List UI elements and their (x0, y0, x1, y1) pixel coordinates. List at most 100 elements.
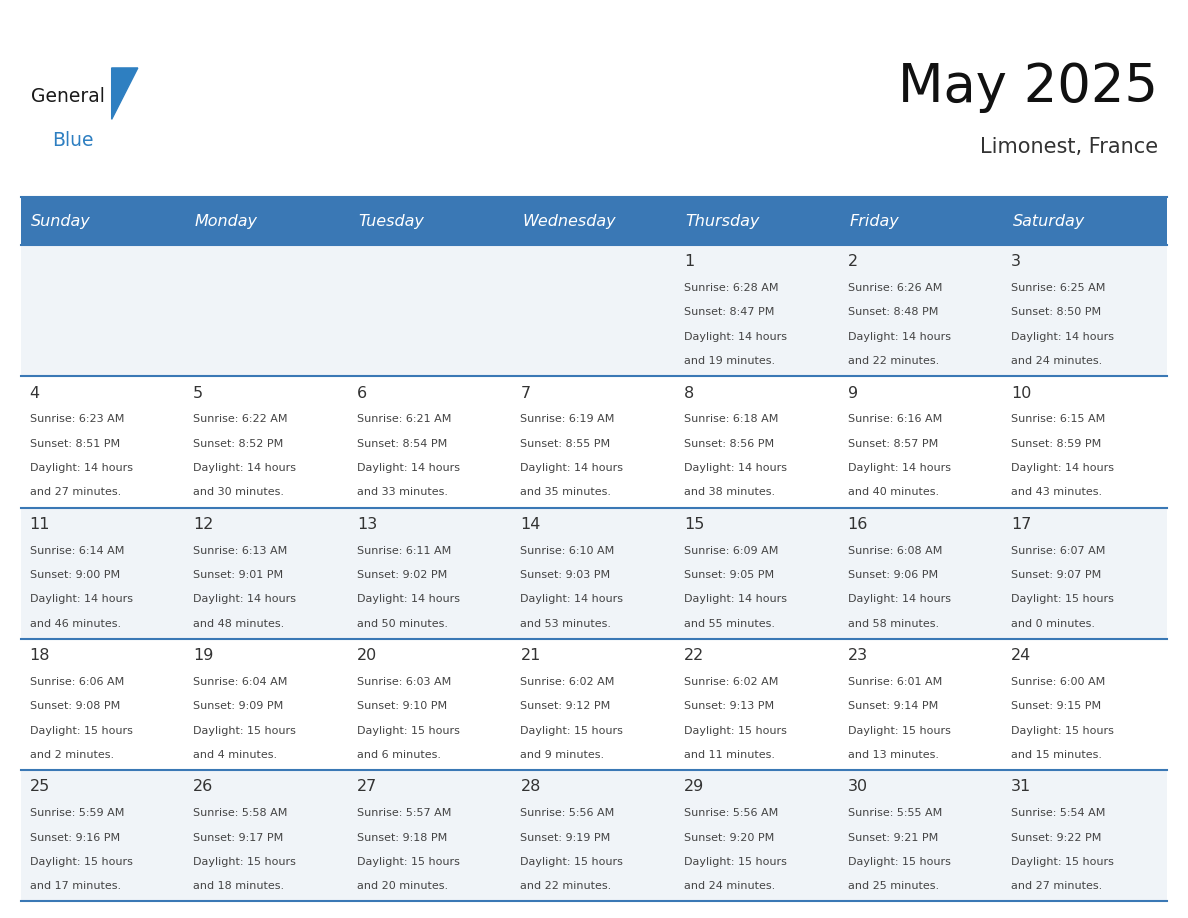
Bar (512, 197, 676, 245)
Text: and 20 minutes.: and 20 minutes. (356, 881, 448, 891)
Bar (512, 639, 676, 770)
Bar (676, 639, 840, 770)
Text: Sunset: 8:59 PM: Sunset: 8:59 PM (1011, 439, 1101, 449)
Bar (840, 639, 1003, 770)
Text: Daylight: 14 hours: Daylight: 14 hours (30, 594, 133, 604)
Text: Sunrise: 6:25 AM: Sunrise: 6:25 AM (1011, 283, 1106, 293)
Text: Daylight: 14 hours: Daylight: 14 hours (684, 594, 786, 604)
Text: 18: 18 (30, 648, 50, 663)
Text: Daylight: 14 hours: Daylight: 14 hours (30, 463, 133, 473)
Text: Sunrise: 6:18 AM: Sunrise: 6:18 AM (684, 414, 778, 424)
Text: and 24 minutes.: and 24 minutes. (1011, 356, 1102, 366)
Bar (348, 376, 512, 508)
Text: Sunday: Sunday (31, 214, 91, 229)
Text: Tuesday: Tuesday (359, 214, 424, 229)
Text: Sunrise: 6:14 AM: Sunrise: 6:14 AM (30, 545, 124, 555)
Text: Blue: Blue (52, 131, 94, 150)
Bar (676, 245, 840, 376)
Text: 12: 12 (194, 517, 214, 532)
Text: and 33 minutes.: and 33 minutes. (356, 487, 448, 498)
Text: 26: 26 (194, 779, 214, 794)
Text: and 25 minutes.: and 25 minutes. (847, 881, 939, 891)
Text: and 17 minutes.: and 17 minutes. (30, 881, 121, 891)
Bar (348, 197, 512, 245)
Bar (348, 639, 512, 770)
Bar (185, 245, 348, 376)
Text: and 11 minutes.: and 11 minutes. (684, 750, 775, 760)
Text: Friday: Friday (849, 214, 899, 229)
Text: Sunset: 9:15 PM: Sunset: 9:15 PM (1011, 701, 1101, 711)
Text: Daylight: 14 hours: Daylight: 14 hours (684, 331, 786, 341)
Text: Sunrise: 6:11 AM: Sunrise: 6:11 AM (356, 545, 451, 555)
Text: Daylight: 15 hours: Daylight: 15 hours (30, 725, 132, 735)
Text: Sunset: 9:18 PM: Sunset: 9:18 PM (356, 833, 447, 843)
Text: Sunrise: 6:03 AM: Sunrise: 6:03 AM (356, 677, 451, 687)
Text: Daylight: 14 hours: Daylight: 14 hours (1011, 463, 1114, 473)
Text: Sunset: 9:17 PM: Sunset: 9:17 PM (194, 833, 284, 843)
Text: Sunrise: 6:22 AM: Sunrise: 6:22 AM (194, 414, 287, 424)
Text: Sunset: 9:13 PM: Sunset: 9:13 PM (684, 701, 775, 711)
Text: Sunset: 9:22 PM: Sunset: 9:22 PM (1011, 833, 1101, 843)
Text: and 19 minutes.: and 19 minutes. (684, 356, 775, 366)
Text: 11: 11 (30, 517, 50, 532)
Text: Daylight: 14 hours: Daylight: 14 hours (684, 463, 786, 473)
Text: and 50 minutes.: and 50 minutes. (356, 619, 448, 629)
Text: Daylight: 14 hours: Daylight: 14 hours (847, 331, 950, 341)
Bar (840, 376, 1003, 508)
Text: Sunset: 8:52 PM: Sunset: 8:52 PM (194, 439, 284, 449)
Text: and 38 minutes.: and 38 minutes. (684, 487, 775, 498)
Text: Sunset: 9:20 PM: Sunset: 9:20 PM (684, 833, 775, 843)
Text: Sunset: 9:21 PM: Sunset: 9:21 PM (847, 833, 937, 843)
Bar (21, 197, 185, 245)
Text: Daylight: 15 hours: Daylight: 15 hours (847, 725, 950, 735)
Text: 13: 13 (356, 517, 377, 532)
Bar (185, 197, 348, 245)
Text: Sunset: 9:14 PM: Sunset: 9:14 PM (847, 701, 937, 711)
Bar (348, 770, 512, 901)
Text: 3: 3 (1011, 254, 1022, 269)
Text: Sunrise: 6:23 AM: Sunrise: 6:23 AM (30, 414, 124, 424)
Text: Daylight: 14 hours: Daylight: 14 hours (356, 594, 460, 604)
Bar (1003, 245, 1167, 376)
Text: Daylight: 15 hours: Daylight: 15 hours (684, 856, 786, 867)
Text: and 24 minutes.: and 24 minutes. (684, 881, 776, 891)
Text: Daylight: 15 hours: Daylight: 15 hours (30, 856, 132, 867)
Text: and 2 minutes.: and 2 minutes. (30, 750, 114, 760)
Text: Sunset: 9:09 PM: Sunset: 9:09 PM (194, 701, 284, 711)
Text: Daylight: 15 hours: Daylight: 15 hours (1011, 594, 1114, 604)
Text: Sunrise: 6:07 AM: Sunrise: 6:07 AM (1011, 545, 1106, 555)
Text: Sunrise: 6:00 AM: Sunrise: 6:00 AM (1011, 677, 1106, 687)
Text: 20: 20 (356, 648, 377, 663)
Text: 27: 27 (356, 779, 377, 794)
Text: Sunset: 9:07 PM: Sunset: 9:07 PM (1011, 570, 1101, 580)
Text: 21: 21 (520, 648, 541, 663)
Text: 14: 14 (520, 517, 541, 532)
Text: 8: 8 (684, 386, 694, 400)
Text: 1: 1 (684, 254, 694, 269)
Text: 25: 25 (30, 779, 50, 794)
Text: and 15 minutes.: and 15 minutes. (1011, 750, 1102, 760)
Text: Daylight: 15 hours: Daylight: 15 hours (194, 856, 296, 867)
Text: Daylight: 14 hours: Daylight: 14 hours (1011, 331, 1114, 341)
Text: and 35 minutes.: and 35 minutes. (520, 487, 612, 498)
Text: 4: 4 (30, 386, 39, 400)
Text: Sunrise: 6:13 AM: Sunrise: 6:13 AM (194, 545, 287, 555)
Text: Sunset: 8:57 PM: Sunset: 8:57 PM (847, 439, 937, 449)
Text: Sunset: 9:08 PM: Sunset: 9:08 PM (30, 701, 120, 711)
Text: Sunrise: 6:10 AM: Sunrise: 6:10 AM (520, 545, 614, 555)
Text: May 2025: May 2025 (898, 62, 1158, 113)
Text: and 22 minutes.: and 22 minutes. (520, 881, 612, 891)
Text: and 46 minutes.: and 46 minutes. (30, 619, 121, 629)
Text: and 13 minutes.: and 13 minutes. (847, 750, 939, 760)
Bar (676, 376, 840, 508)
Text: Sunset: 8:50 PM: Sunset: 8:50 PM (1011, 308, 1101, 318)
Polygon shape (112, 68, 138, 119)
Text: Sunset: 8:47 PM: Sunset: 8:47 PM (684, 308, 775, 318)
Text: Sunset: 8:55 PM: Sunset: 8:55 PM (520, 439, 611, 449)
Bar (21, 508, 185, 639)
Text: Daylight: 15 hours: Daylight: 15 hours (1011, 725, 1114, 735)
Text: Sunrise: 6:15 AM: Sunrise: 6:15 AM (1011, 414, 1106, 424)
Text: and 9 minutes.: and 9 minutes. (520, 750, 605, 760)
Text: and 22 minutes.: and 22 minutes. (847, 356, 939, 366)
Bar (512, 245, 676, 376)
